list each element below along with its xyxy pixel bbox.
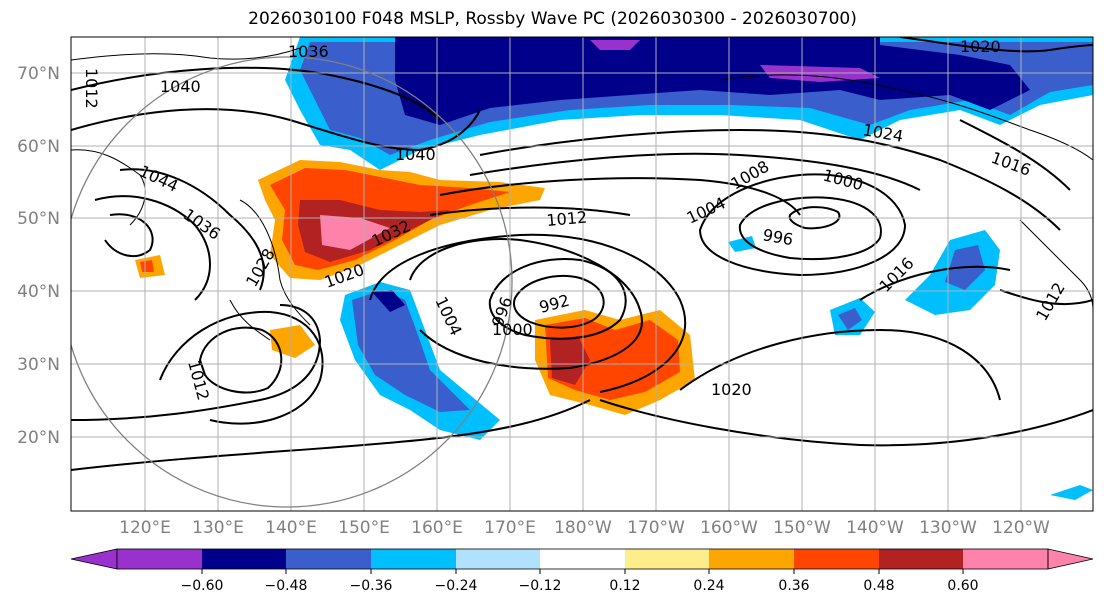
isobar-label: 1036 — [288, 42, 329, 61]
lat-label: 40°N — [17, 282, 60, 302]
isobar-label: 1012 — [546, 208, 588, 230]
lon-label: 180°W — [554, 518, 612, 538]
colorbar-tick-label: −0.24 — [435, 578, 478, 594]
colorbar-tick-label: 0.36 — [778, 578, 809, 594]
lat-label: 70°N — [17, 64, 60, 84]
coastlines — [71, 47, 1093, 341]
graticule — [71, 37, 1093, 511]
map-frame — [70, 36, 1094, 512]
colorbar-bin — [709, 549, 794, 569]
colorbar-bin — [540, 549, 625, 569]
lon-label: 120°W — [992, 518, 1050, 538]
lat-label: 50°N — [17, 209, 60, 229]
lon-label: 140°E — [265, 518, 317, 538]
colorbar-extend-low — [70, 548, 118, 570]
lat-label: 30°N — [17, 355, 60, 375]
colorbar-extend-high — [1047, 548, 1094, 570]
range-circle — [71, 56, 513, 508]
colorbar-bin — [371, 549, 456, 569]
isobar-label: 1040 — [395, 145, 436, 164]
isobar-label: 1040 — [160, 77, 201, 96]
colorbar-bin — [286, 549, 371, 569]
colorbar-bin — [117, 549, 202, 569]
colorbar-tick-label: 0.12 — [609, 578, 640, 594]
lon-label: 150°E — [338, 518, 390, 538]
colorbar-bin — [456, 549, 540, 569]
lat-label: 60°N — [17, 137, 60, 157]
isobar-label: 1000 — [492, 320, 533, 339]
colorbar-tick-marks — [201, 569, 964, 574]
colorbar-tick-label: −0.12 — [519, 578, 562, 594]
colorbar-tick-label: 0.24 — [693, 578, 724, 594]
colorbar-bin — [794, 549, 879, 569]
longitude-labels: 120°E 130°E 140°E 150°E 160°E 170°E 180°… — [119, 518, 1050, 538]
lon-label: 120°E — [119, 518, 171, 538]
colorbar-bin — [963, 549, 1048, 569]
colorbar-tick-label: −0.60 — [181, 578, 224, 594]
map-area: 1036 1040 1040 1044 1036 1032 1028 1020 … — [71, 37, 1093, 511]
colorbar-tick-label: 0.60 — [947, 578, 978, 594]
colorbar-tick-label: −0.36 — [350, 578, 393, 594]
isobar-label: 1020 — [711, 380, 752, 399]
lat-label: 20°N — [17, 428, 60, 448]
lon-label: 150°W — [773, 518, 831, 538]
colorbar-tick-label: 0.48 — [863, 578, 894, 594]
colorbar-bin — [202, 549, 286, 569]
map-title: 2026030100 F048 MSLP, Rossby Wave PC (20… — [248, 9, 857, 29]
lon-label: 130°E — [192, 518, 244, 538]
lon-label: 170°E — [484, 518, 536, 538]
lon-label: 160°E — [411, 518, 463, 538]
isobar-label: 1012 — [82, 68, 101, 109]
mslp-isobars — [71, 37, 1093, 471]
colorbar-tick-label: −0.48 — [265, 578, 308, 594]
negative-anomaly-central — [340, 282, 500, 440]
colorbar-bin — [625, 549, 709, 569]
lon-label: 130°W — [919, 518, 977, 538]
lon-label: 140°W — [846, 518, 904, 538]
isobar-label: 1020 — [960, 37, 1001, 56]
lon-label: 160°W — [700, 518, 758, 538]
lon-label: 170°W — [627, 518, 685, 538]
colorbar: −0.60 −0.48 −0.36 −0.24 −0.12 0.12 0.24 … — [70, 548, 1094, 594]
latitude-labels: 70°N 60°N 50°N 40°N 30°N 20°N — [17, 64, 60, 448]
negative-anomaly-east — [728, 230, 1093, 500]
colorbar-frame — [116, 548, 1049, 570]
colorbar-bin — [879, 549, 963, 569]
negative-anomaly-north — [285, 37, 1093, 170]
